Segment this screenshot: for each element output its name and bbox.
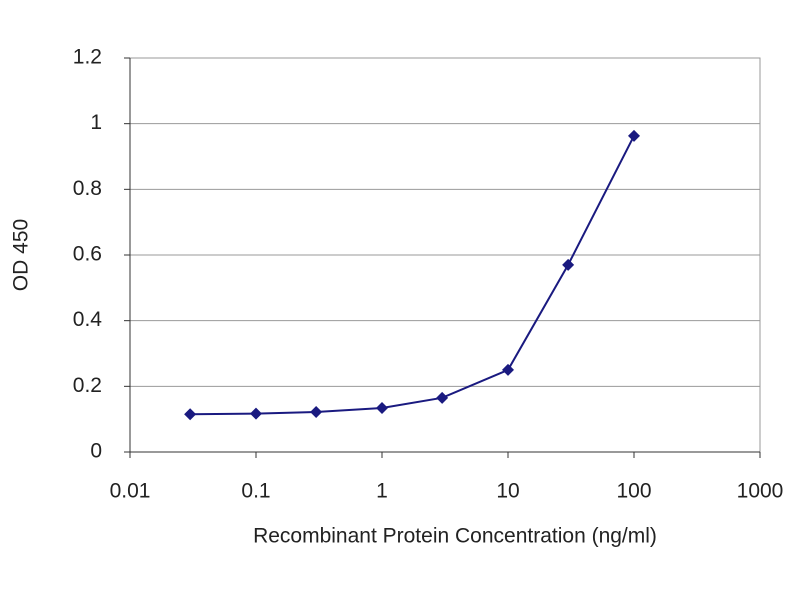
x-tick-label: 1000	[737, 480, 784, 503]
y-tick-label: 0.4	[73, 308, 103, 331]
y-tick-label: 0.2	[73, 374, 102, 397]
x-tick-label: 10	[496, 480, 519, 503]
marker	[310, 405, 323, 418]
marker	[376, 402, 388, 415]
y-axis-label: OD 450	[10, 219, 33, 291]
x-tick-label: 100	[616, 480, 651, 503]
x-tick-label: 1	[376, 480, 388, 503]
y-tick-label: 0.8	[73, 177, 102, 200]
marker	[502, 363, 514, 376]
x-tick-label: 0.01	[110, 480, 151, 503]
x-axis-label: Recombinant Protein Concentration (ng/ml…	[253, 525, 657, 548]
series-line	[190, 135, 635, 416]
marker	[184, 408, 197, 421]
x-tick-label: 0.1	[241, 480, 270, 503]
y-tick-label: 1.2	[73, 46, 102, 69]
marker	[562, 258, 575, 271]
y-tick-label: 0	[90, 440, 102, 463]
marker	[628, 129, 640, 142]
y-tick-label: 0.6	[73, 243, 102, 266]
y-tick-label: 1	[90, 111, 102, 134]
marker	[436, 391, 449, 404]
marker	[250, 407, 262, 420]
